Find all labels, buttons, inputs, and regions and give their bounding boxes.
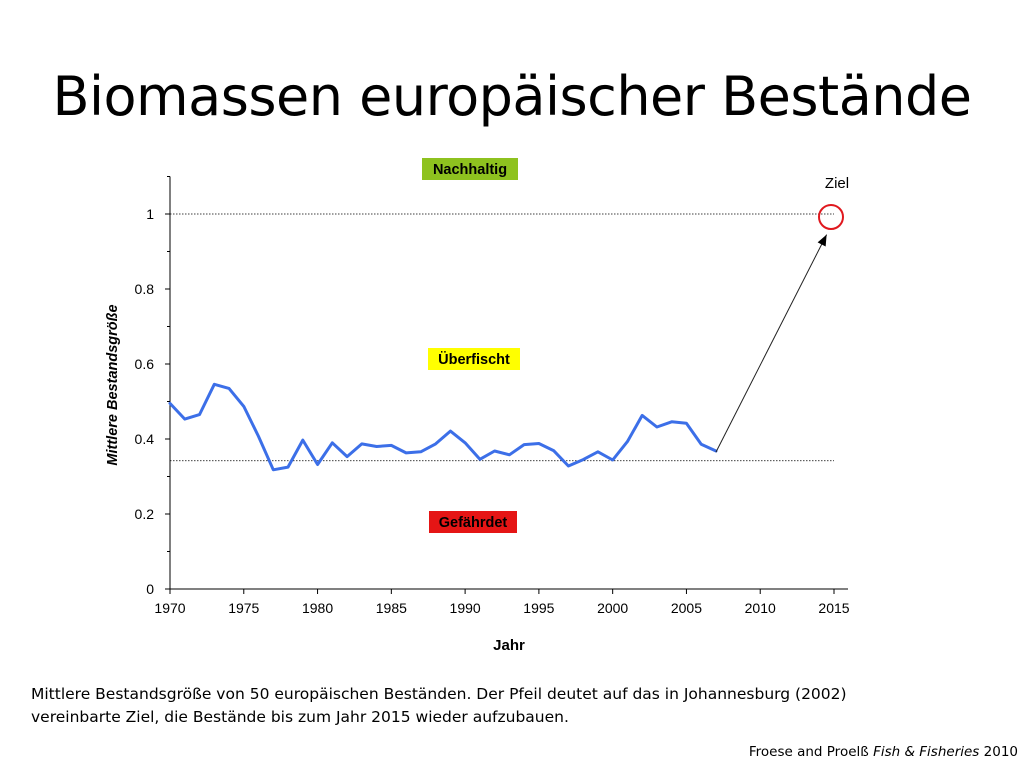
y-tick-label: 0.6	[135, 356, 155, 372]
reference-lines	[170, 213, 834, 462]
slide-title: Biomassen europäischer Bestände	[52, 65, 972, 128]
series-line-1	[168, 382, 718, 472]
x-tick-label: 2000	[597, 600, 628, 616]
caption-line-2: vereinbarte Ziel, die Bestände bis zum J…	[31, 708, 569, 726]
x-tick-label: 1975	[228, 600, 259, 616]
x-tick-label: 1985	[376, 600, 407, 616]
zone-ueberfischt-label: Überfischt	[438, 351, 510, 368]
citation: Froese and Proelß Fish & Fisheries 2010	[749, 744, 1018, 760]
y-axis: 0 0.2 0.4 0.6 0.8 1	[135, 176, 171, 597]
x-tick-label: 2015	[818, 600, 849, 616]
zone-ueberfischt-box	[428, 348, 520, 370]
zone-nachhaltig-label: Nachhaltig	[433, 162, 507, 178]
y-tick-label: 0.8	[135, 281, 155, 297]
y-axis-label: Mittlere Bestandsgröße	[105, 304, 121, 465]
y-tick-label: 1	[146, 206, 154, 222]
zone-gefaehrdet-box	[429, 511, 517, 533]
zone-nachhaltig-box	[422, 158, 518, 180]
citation-authors: Froese and Proelß	[748, 744, 874, 760]
target-label: Ziel	[825, 175, 849, 192]
caption-line-1: Mittlere Bestandsgröße von 50 europäisch…	[31, 685, 847, 703]
x-tick-label: 1970	[154, 600, 185, 616]
series-layer	[168, 382, 718, 472]
y-tick-label: 0.2	[135, 506, 155, 522]
y-tick-label: 0	[146, 581, 154, 597]
target-arrow-line	[715, 234, 828, 453]
target-arrow-head	[817, 234, 827, 247]
x-tick-label: 1990	[450, 600, 481, 616]
zone-gefaehrdet-label: Gefährdet	[439, 515, 508, 531]
y-tick-label: 0.4	[135, 431, 155, 447]
figure-caption: Mittlere Bestandsgröße von 50 europäisch…	[31, 683, 931, 729]
annotations-layer: Nachhaltig Überfischt Gefährdet Ziel	[422, 158, 849, 533]
citation-year: 2010	[979, 744, 1018, 760]
x-tick-label: 2010	[745, 600, 776, 616]
x-tick-label: 1995	[523, 600, 554, 616]
citation-journal: Fish & Fisheries	[873, 744, 980, 760]
x-axis-label: Jahr	[493, 637, 525, 654]
x-tick-label: 2005	[671, 600, 702, 616]
x-tick-label: 1980	[302, 600, 333, 616]
x-axis: 1970 1975 1980 1985 1990 1995 2000 2005 2010 2015	[154, 588, 850, 616]
target-circle	[818, 204, 844, 230]
